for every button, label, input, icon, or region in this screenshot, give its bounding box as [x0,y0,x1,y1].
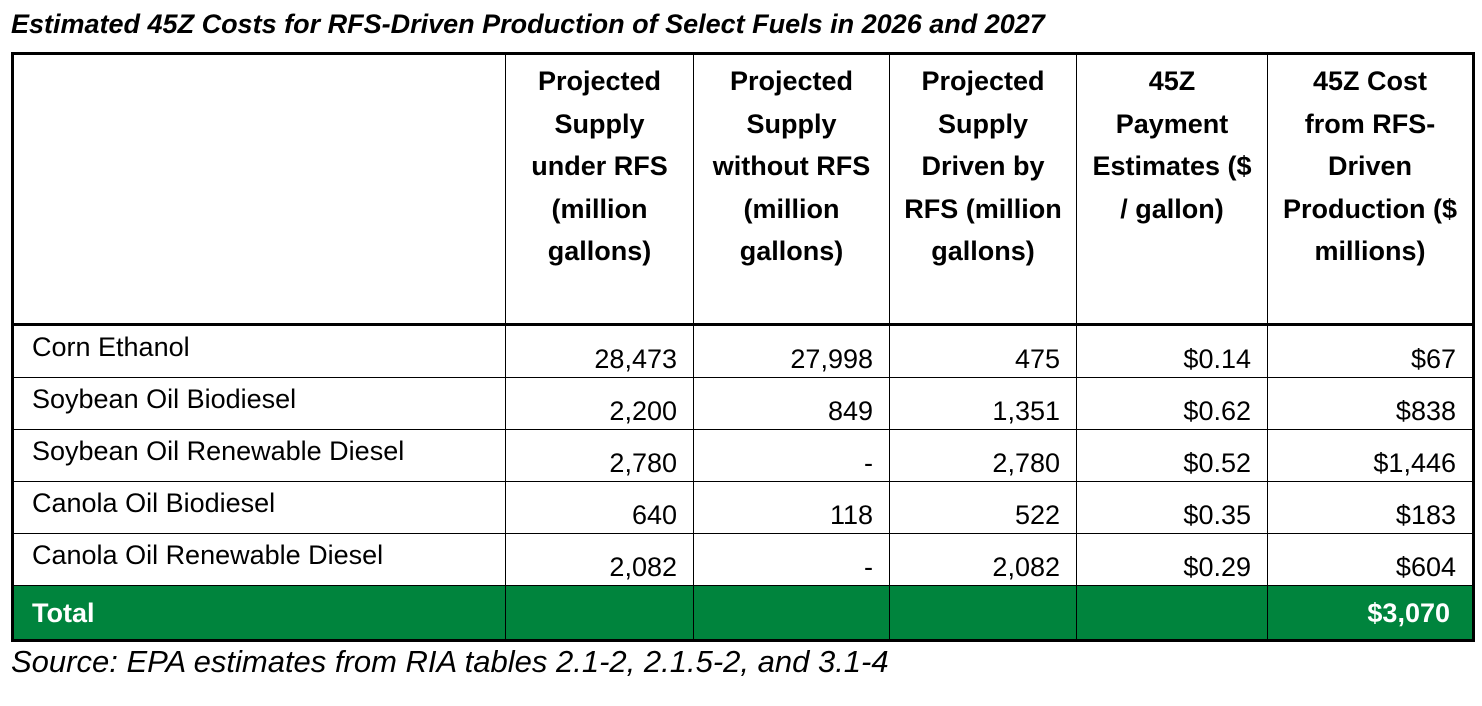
header-payment-estimates: 45Z Payment Estimates ($ / gallon) [1076,53,1268,326]
costs-table: Projected Supply under RFS (million gall… [11,52,1475,642]
rfs-driven-cost: $1,446 [1267,429,1474,482]
supply-driven-by-rfs: 1,351 [889,377,1077,430]
total-row: Total $3,070 [12,585,1474,641]
total-label: Total [12,585,506,641]
rfs-driven-cost: $183 [1267,481,1474,534]
total-cost: $3,070 [1267,585,1474,641]
fuel-name: Canola Oil Renewable Diesel [12,533,506,586]
rfs-driven-cost: $604 [1267,533,1474,586]
supply-under-rfs: 2,780 [505,429,694,482]
supply-driven-by-rfs: 2,780 [889,429,1077,482]
header-supply-under-rfs: Projected Supply under RFS (million gall… [505,53,694,326]
header-cost-rfs-driven: 45Z Cost from RFS-Driven Production ($ m… [1267,53,1474,326]
supply-under-rfs: 28,473 [505,324,694,378]
header-supply-driven-by-rfs: Projected Supply Driven by RFS (million … [889,53,1077,326]
supply-without-rfs: 849 [693,377,890,430]
supply-without-rfs: - [693,533,890,586]
fuel-name: Soybean Oil Biodiesel [12,377,506,430]
total-empty-cell [693,585,890,641]
supply-driven-by-rfs: 475 [889,324,1077,378]
payment-estimate: $0.29 [1076,533,1268,586]
supply-under-rfs: 2,082 [505,533,694,586]
header-supply-without-rfs: Projected Supply without RFS (million ga… [693,53,890,326]
total-empty-cell [889,585,1077,641]
payment-estimate: $0.14 [1076,324,1268,378]
payment-estimate: $0.35 [1076,481,1268,534]
source-note: Source: EPA estimates from RIA tables 2.… [11,644,889,679]
header-row: Projected Supply under RFS (million gall… [12,53,1474,326]
payment-estimate: $0.52 [1076,429,1268,482]
supply-without-rfs: 27,998 [693,324,890,378]
table-row: Corn Ethanol 28,473 27,998 475 $0.14 $67 [12,324,1474,378]
supply-without-rfs: 118 [693,481,890,534]
fuel-name: Soybean Oil Renewable Diesel [12,429,506,482]
table-title: Estimated 45Z Costs for RFS-Driven Produ… [11,9,1045,39]
rfs-driven-cost: $67 [1267,324,1474,378]
header-fuel [12,53,506,326]
rfs-driven-cost: $838 [1267,377,1474,430]
total-empty-cell [505,585,694,641]
table-row: Soybean Oil Biodiesel 2,200 849 1,351 $0… [12,377,1474,430]
table-row: Soybean Oil Renewable Diesel 2,780 - 2,7… [12,429,1474,482]
table-row: Canola Oil Biodiesel 640 118 522 $0.35 $… [12,481,1474,534]
table-row: Canola Oil Renewable Diesel 2,082 - 2,08… [12,533,1474,586]
supply-under-rfs: 640 [505,481,694,534]
supply-without-rfs: - [693,429,890,482]
fuel-name: Corn Ethanol [12,324,506,378]
payment-estimate: $0.62 [1076,377,1268,430]
total-empty-cell [1076,585,1268,641]
supply-under-rfs: 2,200 [505,377,694,430]
fuel-name: Canola Oil Biodiesel [12,481,506,534]
supply-driven-by-rfs: 2,082 [889,533,1077,586]
supply-driven-by-rfs: 522 [889,481,1077,534]
